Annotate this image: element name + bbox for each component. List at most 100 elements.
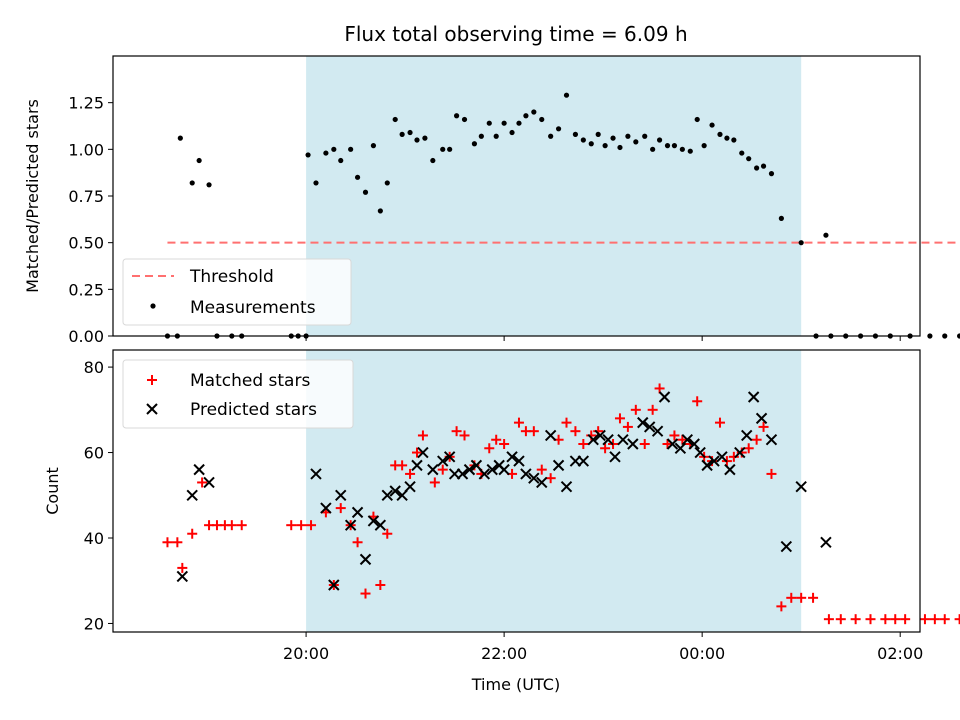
measurement-point bbox=[617, 144, 623, 151]
measurement-point bbox=[377, 208, 383, 214]
predicted-star-point bbox=[513, 455, 525, 467]
predicted-star-point bbox=[724, 463, 736, 476]
matched-star-point bbox=[776, 601, 787, 612]
matched-star-point bbox=[397, 460, 408, 471]
matched-star-point bbox=[578, 439, 589, 449]
legend-matched-label: Matched stars bbox=[190, 371, 310, 391]
predicted-star-point bbox=[681, 434, 694, 446]
matched-star-point bbox=[429, 477, 440, 488]
ratio-y-axis-label: Matched/Predicted stars bbox=[23, 99, 42, 293]
measurement-point bbox=[650, 146, 656, 152]
measurement-point bbox=[539, 116, 545, 123]
matched-star-point bbox=[808, 592, 819, 603]
matched-star-point bbox=[622, 421, 633, 432]
matched-star-point bbox=[796, 592, 807, 603]
measurement-point bbox=[731, 137, 737, 143]
measurement-point bbox=[671, 143, 678, 149]
count-y-axis-label: Count bbox=[43, 467, 62, 515]
measurement-point bbox=[625, 133, 631, 139]
measurement-point bbox=[778, 215, 784, 221]
matched-star-point bbox=[939, 614, 950, 625]
matched-star-point bbox=[335, 503, 346, 514]
measurement-point bbox=[548, 133, 554, 139]
matched-star-point bbox=[865, 614, 876, 625]
matched-star-point bbox=[172, 537, 183, 548]
measurement-point bbox=[588, 141, 594, 147]
matched-star-point bbox=[499, 439, 510, 449]
measurement-point bbox=[664, 143, 671, 149]
y-tick-label: 0.25 bbox=[68, 280, 104, 299]
matched-star-point bbox=[536, 464, 547, 475]
x-tick-label: 22:00 bbox=[481, 644, 527, 663]
predicted-star-point bbox=[602, 434, 614, 446]
x-tick-label: 02:00 bbox=[877, 644, 923, 663]
count-axes-frame bbox=[112, 349, 921, 633]
predicted-star-point bbox=[577, 455, 590, 467]
measurement-point bbox=[746, 156, 752, 162]
x-tick-label: 00:00 bbox=[679, 644, 725, 663]
matched-star-point bbox=[570, 426, 581, 437]
predicted-star-point bbox=[478, 468, 491, 480]
predicted-star-point bbox=[320, 502, 332, 514]
measurement-point bbox=[509, 129, 515, 136]
predicted-star-point bbox=[381, 489, 393, 501]
count-y-ticks: 20 40 60 80 bbox=[84, 358, 113, 633]
predicted-star-point bbox=[536, 476, 548, 489]
y-tick-label: 0.50 bbox=[68, 234, 104, 253]
predicted-star-point bbox=[627, 438, 639, 450]
matched-star-point bbox=[382, 528, 393, 539]
measurement-point bbox=[572, 131, 579, 137]
measurement-point bbox=[206, 182, 212, 188]
matched-star-point bbox=[375, 580, 386, 590]
matched-star-point bbox=[630, 404, 641, 415]
observing-window-shading bbox=[306, 56, 802, 336]
matched-star-point bbox=[662, 439, 673, 449]
count-legend: Matched stars Predicted stars bbox=[122, 359, 354, 429]
legend-box bbox=[122, 258, 352, 326]
predicted-star-point bbox=[694, 446, 706, 459]
observing-window-shading bbox=[306, 350, 802, 632]
y-tick-label: 1.00 bbox=[68, 140, 104, 159]
matched-star-point bbox=[296, 520, 307, 531]
measurement-point bbox=[414, 137, 420, 143]
predicted-star-point bbox=[734, 446, 746, 459]
ratio-x-ticks bbox=[305, 336, 901, 341]
predicted-star-point bbox=[544, 429, 557, 442]
matched-star-point bbox=[286, 520, 297, 531]
matched-star-point bbox=[758, 421, 769, 432]
measurement-point bbox=[447, 146, 453, 152]
measurement-point bbox=[595, 131, 601, 137]
matched-star-point bbox=[600, 443, 611, 454]
x-tick-label: 20:00 bbox=[283, 644, 329, 663]
matched-star-point bbox=[187, 528, 198, 539]
measurement-point bbox=[679, 146, 685, 152]
predicted-star-point bbox=[520, 468, 532, 480]
predicted-star-point bbox=[437, 455, 449, 467]
legend-measurement-label: Measurements bbox=[190, 298, 316, 318]
predicted-star-point bbox=[820, 536, 832, 548]
matched-star-point bbox=[417, 430, 428, 441]
matched-star-point bbox=[405, 468, 416, 479]
measurement-point bbox=[407, 129, 413, 136]
predicted-star-point bbox=[666, 438, 679, 450]
measurement-point bbox=[656, 137, 663, 143]
predicted-star-point bbox=[755, 412, 768, 425]
measurement-point bbox=[305, 152, 311, 158]
y-tick-label: 60 bbox=[84, 444, 104, 463]
predicted-star-point bbox=[203, 476, 215, 489]
matched-star-point bbox=[919, 614, 930, 625]
y-tick-label: 0.75 bbox=[68, 187, 104, 206]
predicted-star-point bbox=[609, 451, 621, 463]
predicted-star-point bbox=[658, 391, 671, 403]
matched-star-point bbox=[850, 614, 861, 625]
predicted-star-point bbox=[417, 446, 429, 459]
measurement-point bbox=[354, 174, 361, 180]
measurement-point bbox=[440, 146, 446, 152]
matched-star-point bbox=[714, 417, 725, 428]
y-tick-label: 80 bbox=[84, 358, 104, 377]
matched-star-point bbox=[823, 614, 834, 625]
predicted-star-point bbox=[359, 553, 372, 566]
matched-star-point bbox=[654, 383, 665, 394]
measurement-point bbox=[501, 120, 507, 126]
measurement-point bbox=[461, 116, 468, 123]
